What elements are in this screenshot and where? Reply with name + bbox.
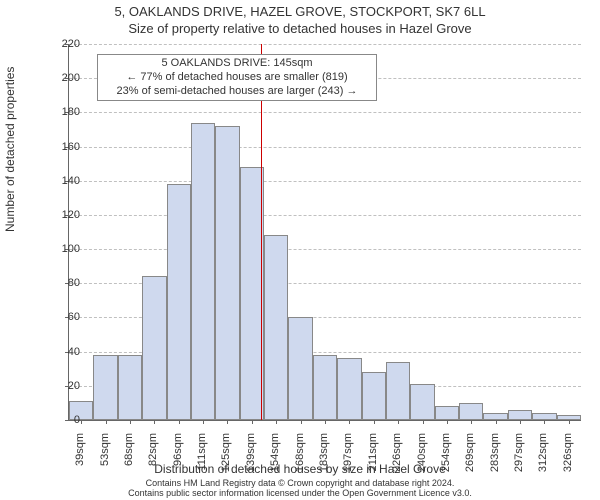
x-tick-label: 168sqm xyxy=(294,433,306,483)
annot-line3: 23% of semi-detached houses are larger (… xyxy=(102,85,372,99)
x-tick-label: 125sqm xyxy=(220,433,232,483)
histogram-bar xyxy=(118,355,142,420)
histogram-bar xyxy=(191,123,215,420)
x-tick-label: 82sqm xyxy=(147,433,159,483)
histogram-bar xyxy=(93,355,117,420)
y-tick-label: 60 xyxy=(40,311,80,323)
y-tick-label: 140 xyxy=(40,175,80,187)
histogram-bar xyxy=(410,384,434,420)
x-tick-label: 254sqm xyxy=(440,433,452,483)
histogram-bar xyxy=(435,406,459,420)
x-tick-label: 183sqm xyxy=(318,433,330,483)
x-tick-label: 269sqm xyxy=(464,433,476,483)
x-tick-label: 226sqm xyxy=(391,433,403,483)
y-tick-label: 20 xyxy=(40,380,80,392)
x-tick-label: 96sqm xyxy=(172,433,184,483)
histogram-bar xyxy=(386,362,410,420)
chart-subtitle: Size of property relative to detached ho… xyxy=(0,21,600,36)
histogram-bar xyxy=(459,403,483,420)
histogram-bar xyxy=(142,276,166,420)
x-tick-label: 39sqm xyxy=(74,433,86,483)
y-tick-label: 40 xyxy=(40,346,80,358)
y-tick-label: 220 xyxy=(40,38,80,50)
x-tick-label: 326sqm xyxy=(562,433,574,483)
histogram-bar xyxy=(532,413,556,420)
histogram-bar xyxy=(167,184,191,420)
y-tick-label: 0 xyxy=(40,414,80,426)
x-tick-label: 154sqm xyxy=(269,433,281,483)
x-tick-label: 211sqm xyxy=(367,433,379,483)
histogram-bar xyxy=(313,355,337,420)
footer-line2: Contains public sector information licen… xyxy=(128,488,472,498)
y-tick-label: 160 xyxy=(40,141,80,153)
histogram-bar xyxy=(483,413,507,420)
x-tick-label: 53sqm xyxy=(99,433,111,483)
x-tick-label: 283sqm xyxy=(489,433,501,483)
histogram-bar xyxy=(288,317,312,420)
x-tick-label: 111sqm xyxy=(196,433,208,483)
x-tick-label: 297sqm xyxy=(513,433,525,483)
x-tick-label: 68sqm xyxy=(123,433,135,483)
y-axis-label: Number of detached properties xyxy=(3,67,17,232)
marker-annotation: 5 OAKLANDS DRIVE: 145sqm← 77% of detache… xyxy=(97,54,377,101)
histogram-bar xyxy=(215,126,239,420)
x-tick-label: 197sqm xyxy=(342,433,354,483)
annot-line1: 5 OAKLANDS DRIVE: 145sqm xyxy=(102,57,372,71)
x-tick-label: 240sqm xyxy=(416,433,428,483)
x-tick-label: 312sqm xyxy=(537,433,549,483)
y-tick-label: 200 xyxy=(40,72,80,84)
y-tick-label: 180 xyxy=(40,106,80,118)
address-title: 5, OAKLANDS DRIVE, HAZEL GROVE, STOCKPOR… xyxy=(0,4,600,19)
histogram-bar xyxy=(362,372,386,420)
y-tick-label: 80 xyxy=(40,277,80,289)
histogram-bar xyxy=(508,410,532,420)
annot-line2: ← 77% of detached houses are smaller (81… xyxy=(102,71,372,85)
histogram-bar xyxy=(264,235,288,420)
histogram-plot: 5 OAKLANDS DRIVE: 145sqm← 77% of detache… xyxy=(68,44,581,421)
histogram-bar xyxy=(337,358,361,420)
x-tick-label: 139sqm xyxy=(245,433,257,483)
y-tick-label: 100 xyxy=(40,243,80,255)
y-tick-label: 120 xyxy=(40,209,80,221)
